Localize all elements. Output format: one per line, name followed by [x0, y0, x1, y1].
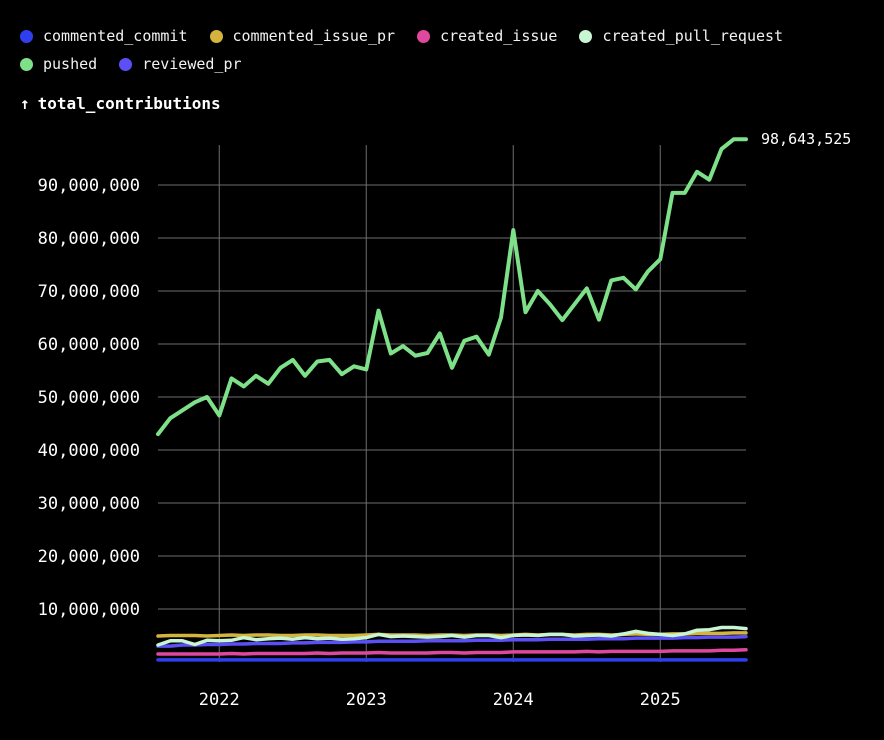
legend-item-reviewed-pr[interactable]: reviewed_pr	[119, 55, 242, 73]
x-tick-label: 2024	[493, 690, 534, 710]
y-axis-title-text: total_contributions	[37, 94, 221, 113]
legend-row-1: commented_commit commented_issue_pr crea…	[20, 22, 870, 50]
legend-label: reviewed_pr	[142, 55, 242, 73]
legend-dot-icon	[579, 29, 593, 43]
y-tick-label: 70,000,000	[38, 282, 140, 302]
y-tick-label: 10,000,000	[38, 600, 140, 620]
y-tick-label: 80,000,000	[38, 229, 140, 249]
y-tick-label: 30,000,000	[38, 494, 140, 514]
series-line-created-issue	[156, 648, 748, 656]
legend-item-pushed[interactable]: pushed	[20, 55, 97, 73]
up-arrow-icon: ↑	[20, 94, 30, 113]
legend-label: commented_issue_pr	[232, 27, 396, 45]
legend-dot-icon	[20, 29, 33, 43]
y-tick-labels: 10,000,000 20,000,000 30,000,000 40,000,000…	[38, 176, 140, 620]
legend-label: commented_commit	[43, 27, 188, 45]
legend-row-2: pushed reviewed_pr	[20, 50, 870, 78]
series-lines	[156, 137, 748, 662]
y-gridlines	[158, 184, 746, 610]
y-tick-label: 20,000,000	[38, 547, 140, 567]
legend-dot-icon	[209, 29, 223, 43]
series-line-pushed	[156, 137, 748, 437]
legend-label: pushed	[43, 55, 98, 73]
y-tick-label: 40,000,000	[38, 441, 140, 461]
x-tick-label: 2025	[640, 690, 681, 710]
series-line-created-pull-request	[156, 625, 748, 647]
y-axis-title: ↑ total_contributions	[20, 94, 221, 113]
x-tick-label: 2023	[346, 690, 387, 710]
y-tick-label: 60,000,000	[38, 335, 140, 355]
legend-label: created_issue	[440, 27, 558, 45]
y-tick-label: 90,000,000	[38, 176, 140, 196]
end-value-label: 98,643,525	[761, 130, 851, 148]
x-tick-label: 2022	[199, 690, 240, 710]
legend-item-commented-issue-pr[interactable]: commented_issue_pr	[209, 27, 396, 45]
legend-item-created-issue[interactable]: created_issue	[417, 27, 557, 45]
x-tick-labels: 2022 2023 2024 2025	[199, 690, 681, 710]
series-line-reviewed-pr	[156, 634, 748, 648]
y-tick-label: 50,000,000	[38, 388, 140, 408]
legend-dot-icon	[119, 57, 133, 71]
x-gridlines	[218, 145, 661, 662]
legend-item-commented-commit[interactable]: commented_commit	[20, 27, 188, 45]
legend-dot-icon	[417, 29, 431, 43]
legend-dot-icon	[20, 57, 33, 71]
legend-item-created-pull-request[interactable]: created_pull_request	[579, 27, 783, 45]
legend: commented_commit commented_issue_pr crea…	[20, 22, 870, 78]
legend-label: created_pull_request	[602, 27, 784, 45]
